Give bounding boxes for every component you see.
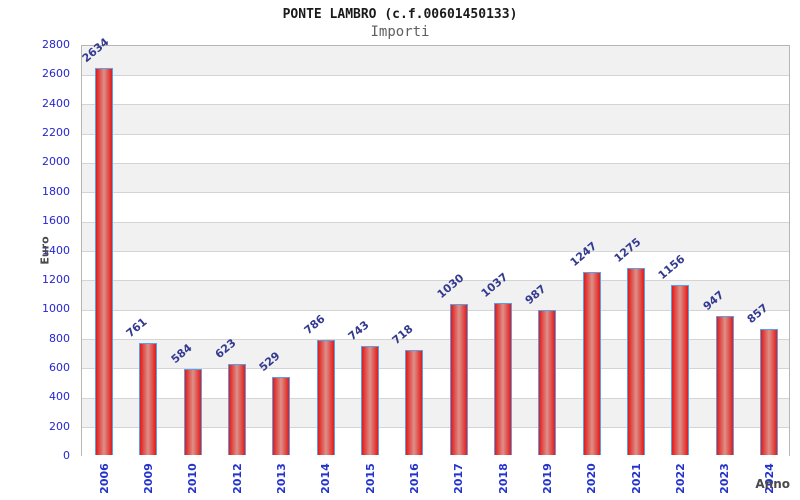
bar-2013: [272, 377, 291, 455]
x-tick-label: 2009: [133, 461, 163, 495]
bar-2020: [582, 271, 601, 455]
chart-title: PONTE LAMBRO (c.f.00601450133): [282, 7, 518, 22]
x-tick-label: 2010: [178, 461, 208, 495]
x-tick-label: 2020: [577, 461, 607, 495]
x-tick-label: 2015: [355, 461, 385, 495]
gridline: [82, 368, 789, 370]
y-tick-label: 2000: [42, 155, 70, 169]
bar-2021: [626, 267, 645, 455]
bar-2016: [405, 349, 424, 455]
y-tick-label: 200: [49, 419, 70, 433]
y-tick-label: 0: [63, 449, 70, 462]
plot-band: [82, 104, 789, 135]
x-tick-label-text: 2016: [407, 462, 421, 494]
y-tick-label: 2800: [42, 38, 70, 51]
x-tick-label-text: 2021: [629, 462, 643, 494]
y-axis-title: Euro: [30, 235, 60, 265]
x-tick-label: 2018: [488, 461, 518, 495]
plot-area: [81, 45, 790, 457]
bar-2014: [316, 339, 335, 455]
bar-2006: [95, 68, 113, 455]
gridline: [82, 280, 789, 282]
gridline: [82, 397, 789, 399]
bar-2015: [360, 345, 379, 455]
x-tick-label-text: 2017: [452, 462, 466, 494]
x-tick-label: 2017: [444, 461, 474, 495]
x-tick-label: 2016: [399, 461, 429, 495]
gridline: [82, 339, 789, 341]
y-tick-label: 400: [49, 390, 70, 404]
gridline: [82, 133, 789, 135]
x-tick-label-text: 2014: [319, 462, 333, 494]
gridline: [82, 104, 789, 106]
bar-2012: [227, 363, 246, 455]
y-tick-label: 600: [49, 360, 70, 374]
bar-2010: [183, 369, 202, 455]
y-tick-label: 1400: [42, 243, 70, 257]
x-tick-label-text: 2018: [496, 462, 510, 494]
gridline: [82, 162, 789, 164]
x-tick-label-text: 2020: [585, 462, 599, 494]
x-tick-label-text: 2009: [141, 462, 155, 494]
x-tick-label-text: 2010: [186, 462, 200, 494]
x-tick-label-text: 2012: [230, 462, 244, 494]
bar-2023: [715, 316, 734, 455]
y-tick-label: 1600: [42, 214, 70, 228]
plot-band: [82, 339, 789, 369]
bar-2019: [538, 310, 557, 455]
gridline: [82, 74, 789, 76]
gridline: [82, 192, 789, 194]
plot-band: [82, 46, 789, 76]
plot-band: [82, 75, 789, 105]
x-tick-label: 2019: [532, 461, 562, 495]
y-tick-label: 1000: [42, 302, 70, 316]
y-tick-label: 2600: [42, 67, 70, 81]
plot-band: [82, 192, 789, 223]
y-tick-label: 1800: [42, 184, 70, 198]
x-tick-label: 2014: [311, 461, 341, 495]
x-tick-label: 2006: [89, 461, 119, 495]
bar-2017: [449, 303, 468, 455]
plot-band: [82, 163, 789, 193]
chart-subtitle: Importi: [370, 24, 430, 40]
bar-2024: [759, 329, 778, 455]
bar-2018: [493, 302, 512, 455]
x-tick-label-text: 2006: [97, 462, 111, 494]
x-tick-label-text: 2013: [274, 462, 288, 494]
y-tick-label: 2200: [42, 126, 70, 140]
x-tick-label-text: 2022: [673, 462, 687, 494]
y-tick-label: 1200: [42, 272, 70, 286]
y-tick-label: 2400: [42, 96, 70, 110]
bar-2009: [139, 343, 158, 455]
plot-band: [82, 310, 789, 340]
x-tick-label: 2022: [665, 461, 695, 495]
x-tick-label-text: 2019: [540, 462, 554, 494]
gridline: [82, 309, 789, 311]
gridline: [82, 427, 789, 429]
plot-band: [82, 222, 789, 252]
gridline: [82, 221, 789, 223]
y-tick-label: 800: [49, 331, 70, 345]
x-tick-label: 2012: [222, 461, 252, 495]
y-axis-title-text: Euro: [38, 235, 52, 265]
x-tick-label: 2021: [621, 461, 651, 495]
x-axis-title: Anno: [755, 477, 790, 491]
gridline: [82, 251, 789, 252]
plot-band: [82, 280, 789, 311]
x-tick-label-text: 2015: [363, 462, 377, 494]
x-tick-label: 2013: [266, 461, 296, 495]
bar-2022: [671, 285, 690, 455]
plot-band: [82, 134, 789, 164]
plot-band: [82, 251, 789, 281]
